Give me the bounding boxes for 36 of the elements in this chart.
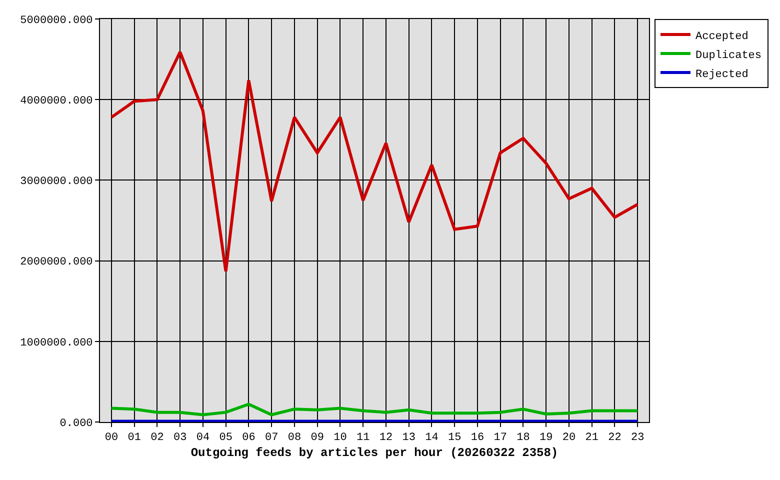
y-tick-label: 4000000.000: [20, 95, 93, 108]
legend-label: Duplicates: [695, 50, 762, 62]
line-series: [110, 50, 640, 273]
x-tick-label: 19: [539, 432, 553, 444]
x-axis-title: Outgoing feeds by articles per hour (20260322 2358): [190, 446, 558, 460]
legend-label: Rejected: [695, 68, 748, 81]
x-tick-label: 07: [264, 432, 278, 444]
x-tick-label: 14: [425, 432, 439, 444]
x-tick-label: 11: [356, 432, 370, 444]
y-tick-label: 5000000.000: [20, 14, 93, 27]
line-series: [110, 402, 640, 416]
x-tick-label: 21: [585, 432, 599, 444]
x-tick-label: 22: [608, 432, 622, 444]
x-tick-label: 10: [334, 432, 347, 444]
y-tick-label: 3000000.000: [20, 176, 93, 188]
x-tick-label: 16: [470, 432, 484, 444]
x-tick-label: 17: [494, 432, 507, 444]
x-tick-label: 04: [196, 432, 210, 444]
x-tick-label: 23: [630, 432, 644, 444]
y-tick-label: 1000000.000: [20, 337, 93, 350]
x-tick-label: 08: [288, 432, 302, 444]
x-tick-label: 01: [128, 432, 142, 444]
x-tick-label: 03: [173, 432, 187, 444]
x-tick-label: 00: [104, 432, 118, 444]
y-tick-label: 2000000.000: [20, 256, 93, 269]
x-tick-label: 20: [562, 432, 576, 444]
y-tick-label: 0.000: [60, 418, 93, 430]
x-tick-label: 18: [516, 432, 530, 444]
x-tick-label: 12: [379, 432, 393, 444]
x-tick-label: 15: [448, 432, 462, 444]
x-tick-label: 02: [150, 432, 164, 444]
legend-label: Accepted: [695, 30, 748, 43]
x-tick-label: 06: [242, 432, 256, 444]
x-tick-label: 09: [310, 432, 324, 444]
x-tick-label: 13: [402, 432, 416, 444]
x-tick-label: 05: [219, 432, 232, 444]
